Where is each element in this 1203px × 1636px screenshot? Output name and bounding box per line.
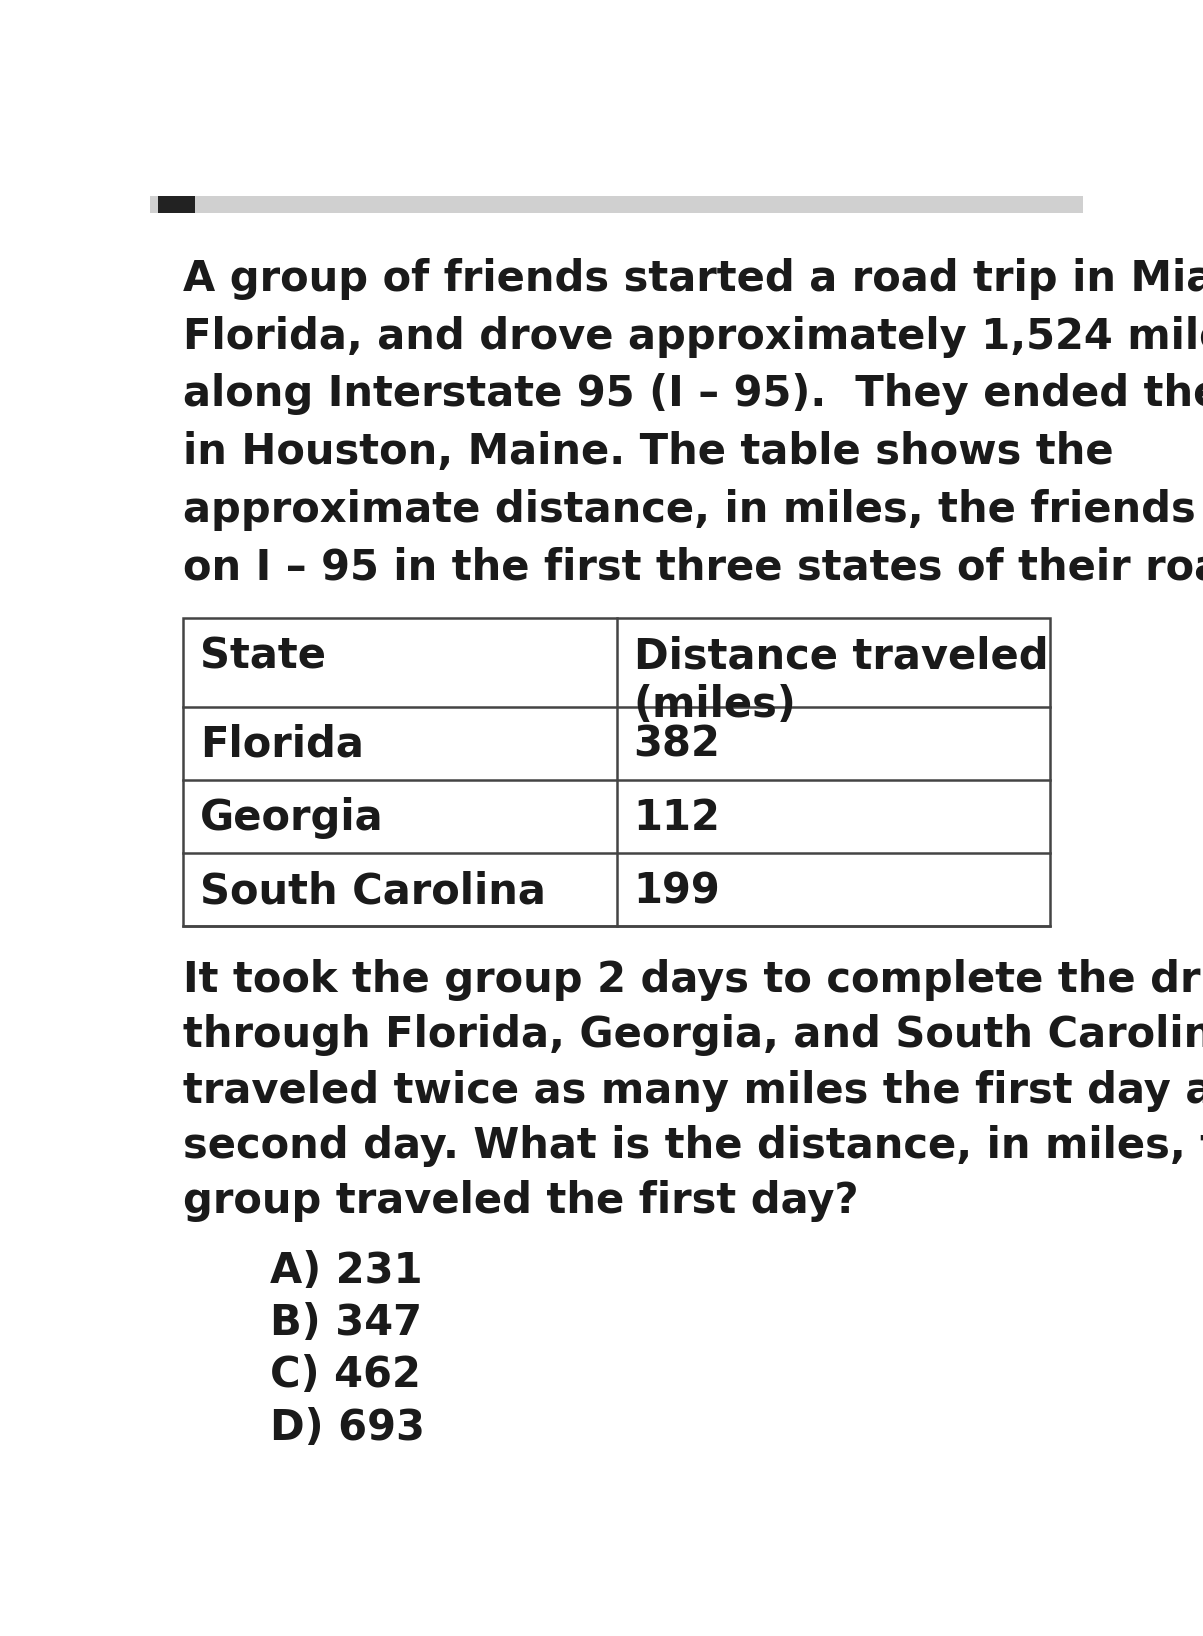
Text: 199: 199 — [634, 870, 721, 911]
Text: Distance traveled
(miles): Distance traveled (miles) — [634, 635, 1048, 726]
Text: It took the group 2 days to complete the drive: It took the group 2 days to complete the… — [183, 959, 1203, 1001]
Bar — [183, 618, 1050, 926]
Text: 382: 382 — [634, 723, 721, 766]
Bar — [150, 196, 1083, 213]
Text: group traveled the first day?: group traveled the first day? — [183, 1181, 859, 1222]
Text: State: State — [200, 635, 326, 677]
Text: D) 693: D) 693 — [271, 1407, 426, 1449]
Text: Florida: Florida — [200, 723, 363, 766]
Text: Georgia: Georgia — [200, 797, 384, 839]
Text: C) 462: C) 462 — [271, 1355, 421, 1397]
Text: B) 347: B) 347 — [271, 1302, 422, 1345]
Text: South Carolina: South Carolina — [200, 870, 546, 911]
Text: through Florida, Georgia, and South Carolina. They: through Florida, Georgia, and South Caro… — [183, 1014, 1203, 1057]
Text: in Houston, Maine. The table shows the: in Houston, Maine. The table shows the — [183, 432, 1114, 473]
Text: A group of friends started a road trip in Miami,: A group of friends started a road trip i… — [183, 258, 1203, 299]
Text: along Interstate 95 (I – 95).  They ended their trip: along Interstate 95 (I – 95). They ended… — [183, 373, 1203, 416]
Text: on I – 95 in the first three states of their road trip.: on I – 95 in the first three states of t… — [183, 546, 1203, 589]
Text: 112: 112 — [634, 797, 721, 839]
Text: second day. What is the distance, in miles, that the: second day. What is the distance, in mil… — [183, 1126, 1203, 1166]
Text: traveled twice as many miles the first day as the: traveled twice as many miles the first d… — [183, 1070, 1203, 1111]
Bar — [158, 196, 195, 213]
Text: approximate distance, in miles, the friends drove: approximate distance, in miles, the frie… — [183, 489, 1203, 532]
Text: A) 231: A) 231 — [271, 1250, 423, 1292]
Text: Florida, and drove approximately 1,524 miles north: Florida, and drove approximately 1,524 m… — [183, 316, 1203, 358]
